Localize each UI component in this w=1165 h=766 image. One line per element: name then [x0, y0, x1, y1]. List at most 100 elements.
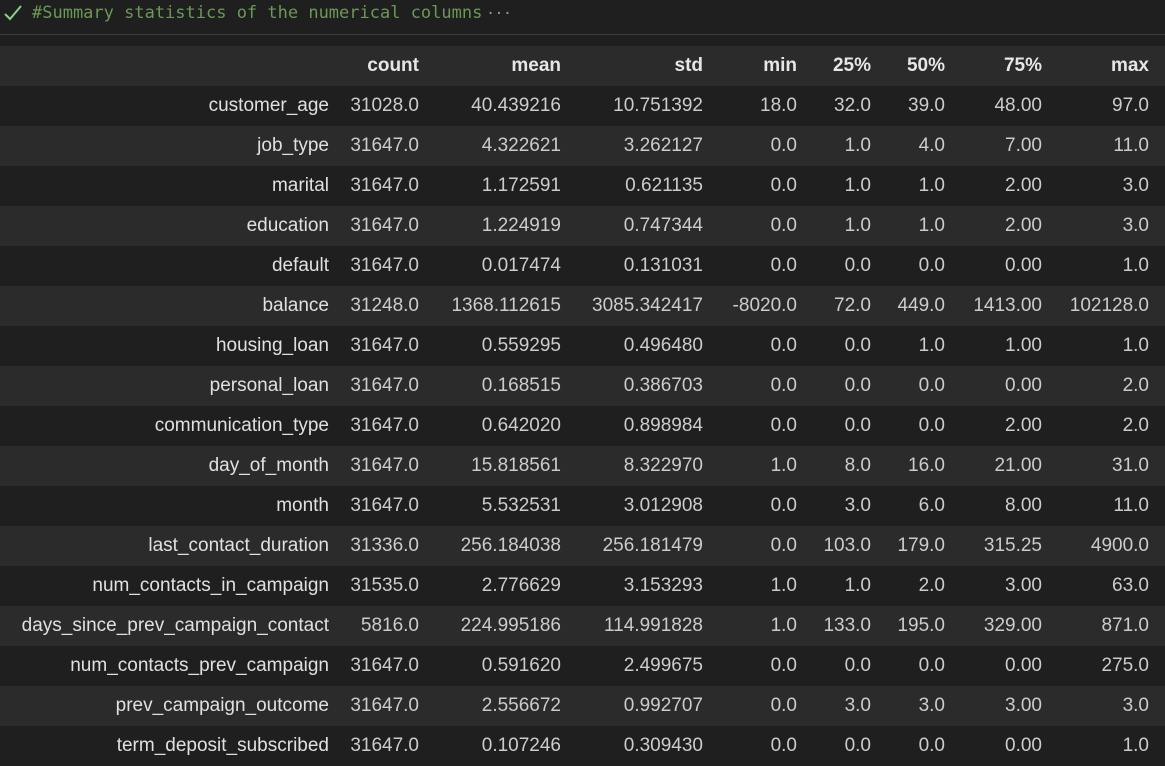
table-row: marital 31647.0 1.172591 0.621135 0.0 1.0 1.0 2… — [0, 166, 1165, 206]
table-cell: 0.386703 — [623, 375, 703, 396]
table-cell: 103.0 — [823, 535, 871, 556]
table-cell: 3.262127 — [623, 135, 703, 156]
table-cell: 8.0 — [844, 455, 871, 476]
table-cell: 0.0 — [918, 655, 945, 676]
table-row: last_contact_duration 31336.0 256.184038 25… — [0, 526, 1165, 566]
table-cell: 3.00 — [1005, 695, 1042, 716]
table-row: job_type 31647.0 4.322621 3.262127 0.0 1.0 4.0… — [0, 126, 1165, 166]
row-label: education — [246, 215, 329, 236]
row-label: default — [271, 255, 329, 276]
table-cell: 1.0 — [844, 135, 871, 156]
row-label: marital — [271, 175, 329, 196]
table-cell: 31647.0 — [350, 455, 419, 476]
table-cell: 97.0 — [1112, 95, 1149, 116]
row-label: balance — [262, 295, 329, 316]
table-cell: 275.0 — [1101, 655, 1149, 676]
table-cell: 0.591620 — [481, 655, 561, 676]
table-cell: 0.0 — [770, 135, 797, 156]
table-cell: 0.168515 — [481, 375, 561, 396]
table-cell: 0.017474 — [481, 255, 561, 276]
table-cell: 0.107246 — [481, 735, 561, 756]
table-cell: 0.747344 — [623, 215, 703, 236]
table-cell: 1.224919 — [481, 215, 561, 236]
table-row: term_deposit_subscribed 31647.0 0.107246 0.… — [0, 726, 1165, 766]
table-cell: 195.0 — [897, 615, 945, 636]
table-row: num_contacts_in_campaign 31535.0 2.776629 3… — [0, 566, 1165, 606]
table-row: days_since_prev_campaign_contact 5816.0 22… — [0, 606, 1165, 646]
table-cell: 0.0 — [844, 735, 871, 756]
table-cell: 3.0 — [1122, 175, 1149, 196]
table-cell: 31647.0 — [350, 735, 419, 756]
row-label: term_deposit_subscribed — [116, 735, 329, 756]
table-cell: 449.0 — [897, 295, 945, 316]
table-cell: 31647.0 — [350, 335, 419, 356]
output-area: count mean std min 25% 50% 75% max customer_age… — [0, 46, 1165, 766]
table-cell: 31647.0 — [350, 255, 419, 276]
table-cell: 224.995186 — [460, 615, 561, 636]
table-row: num_contacts_prev_campaign 31647.0 0.59162… — [0, 646, 1165, 686]
table-cell: 3.153293 — [623, 575, 703, 596]
table-cell: 0.0 — [770, 415, 797, 436]
table-cell: 31535.0 — [350, 575, 419, 596]
table-cell: 0.309430 — [623, 735, 703, 756]
column-header: std — [674, 55, 704, 76]
table-cell: 31647.0 — [350, 695, 419, 716]
table-cell: 2.00 — [1005, 415, 1042, 436]
column-header: 25% — [832, 55, 871, 76]
table-cell: 31647.0 — [350, 175, 419, 196]
table-cell: 31028.0 — [350, 95, 419, 116]
table-cell: 16.0 — [908, 455, 945, 476]
table-cell: 31.0 — [1112, 455, 1149, 476]
table-row: communication_type 31647.0 0.642020 0.89898… — [0, 406, 1165, 446]
table-cell: 329.00 — [983, 615, 1042, 636]
table-cell: 0.0 — [770, 255, 797, 276]
table-cell: 0.00 — [1005, 655, 1042, 676]
table-cell: 1.0 — [918, 215, 945, 236]
table-cell: 3085.342417 — [592, 295, 703, 316]
table-cell: 0.0 — [844, 415, 871, 436]
row-label: last_contact_duration — [148, 535, 329, 556]
table-cell: 1.0 — [770, 575, 797, 596]
table-cell: 3.0 — [1122, 215, 1149, 236]
table-cell: -8020.0 — [732, 295, 797, 316]
table-cell: 31647.0 — [350, 135, 419, 156]
table-cell: 21.00 — [994, 455, 1042, 476]
column-header: max — [1110, 55, 1149, 76]
table-cell: 1.0 — [844, 575, 871, 596]
table-cell: 0.0 — [770, 535, 797, 556]
table-cell: 2.00 — [1005, 175, 1042, 196]
table-cell: 2.556672 — [481, 695, 561, 716]
table-row: day_of_month 31647.0 15.818561 8.322970 1.0 8… — [0, 446, 1165, 486]
table-cell: 2.776629 — [481, 575, 561, 596]
table-cell: 40.439216 — [471, 95, 561, 116]
table-cell: 315.25 — [983, 535, 1042, 556]
row-label: job_type — [257, 135, 329, 156]
table-cell: 72.0 — [834, 295, 871, 316]
table-cell: 31647.0 — [350, 375, 419, 396]
table-cell: 1.00 — [1005, 335, 1042, 356]
table-row: customer_age 31028.0 40.439216 10.751392 18.… — [0, 86, 1165, 126]
table-cell: 31336.0 — [350, 535, 419, 556]
row-label: day_of_month — [208, 455, 329, 476]
table-cell: 1.0 — [844, 175, 871, 196]
table-cell: 1.0 — [1122, 335, 1149, 356]
comment-text: #Summary statistics of the numerical col… — [32, 3, 483, 23]
row-label: communication_type — [154, 415, 329, 436]
table-cell: 18.0 — [760, 95, 797, 116]
table-cell: 63.0 — [1112, 575, 1149, 596]
table-cell: 5.532531 — [481, 495, 561, 516]
table-row: month 31647.0 5.532531 3.012908 0.0 3.0 6.0 8.0… — [0, 486, 1165, 526]
table-cell: 7.00 — [1005, 135, 1042, 156]
table-cell: 2.00 — [1005, 215, 1042, 236]
table-cell: 114.991828 — [604, 615, 703, 636]
table-cell: 31647.0 — [350, 215, 419, 236]
table-cell: 2.0 — [1122, 375, 1149, 396]
table-cell: 0.0 — [844, 375, 871, 396]
table-cell: 0.131031 — [623, 255, 703, 276]
collapsed-ellipsis[interactable]: ··· — [486, 6, 512, 22]
table-row: education 31647.0 1.224919 0.747344 0.0 1.0 1.… — [0, 206, 1165, 246]
table-cell: 0.0 — [918, 735, 945, 756]
code-comment[interactable]: #Summary statistics of the numerical col… — [32, 3, 512, 24]
table-cell: 2.0 — [918, 575, 945, 596]
table-body: customer_age 31028.0 40.439216 10.751392 18.… — [0, 86, 1165, 766]
